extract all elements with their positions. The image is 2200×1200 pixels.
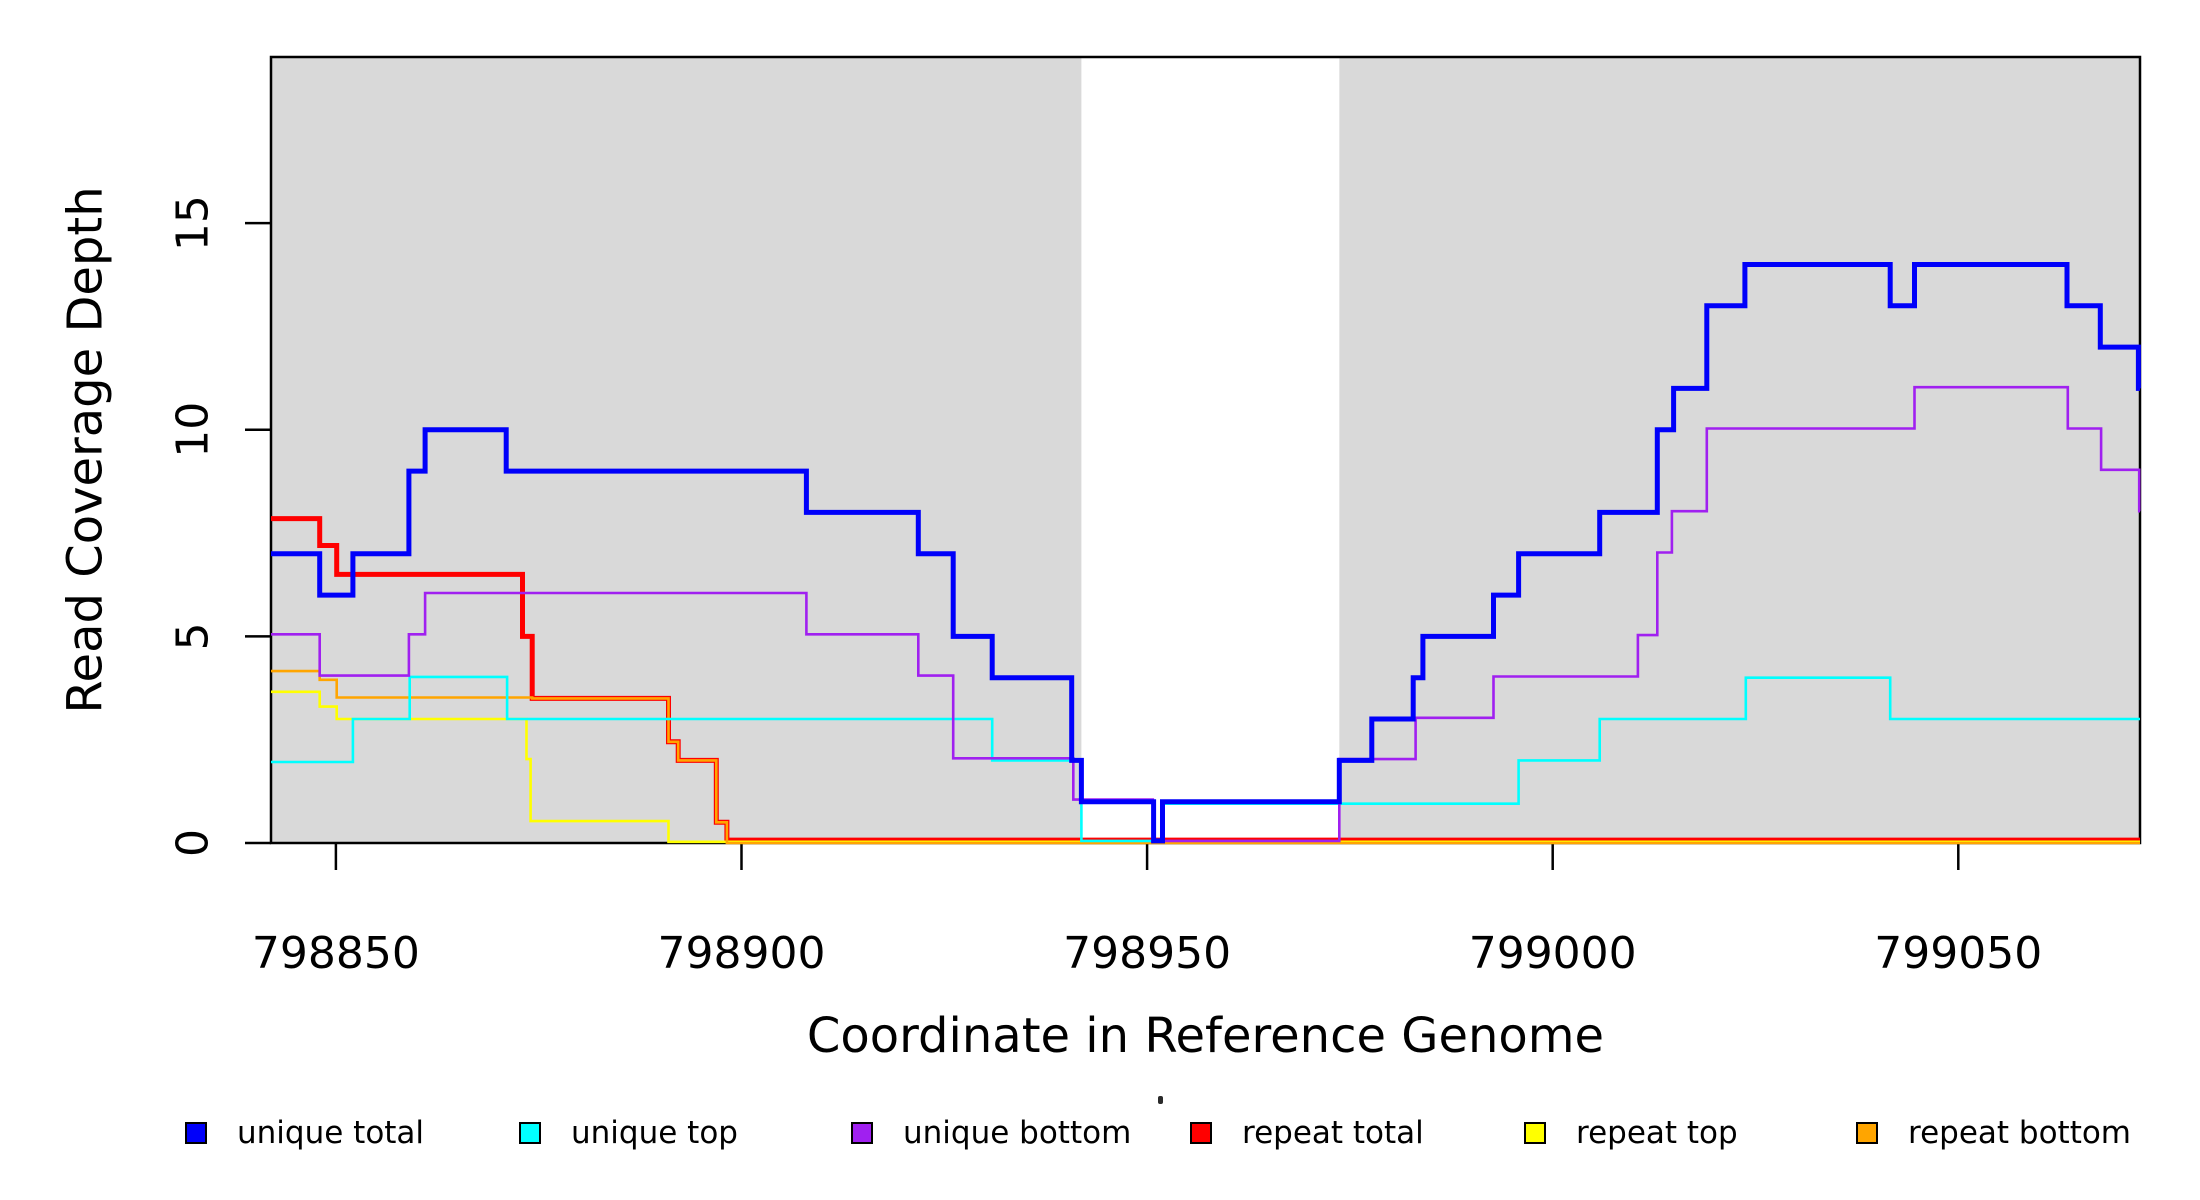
y-tick-label: 15 (168, 195, 219, 251)
legend-label: unique total (237, 1115, 425, 1151)
legend-item-unique-top: unique top (519, 1115, 738, 1151)
legend-swatch-icon (1524, 1122, 1546, 1144)
x-axis-title: Coordinate in Reference Genome (806, 1008, 1605, 1064)
x-tick-label: 799000 (1469, 928, 1637, 979)
x-tick-label: 798900 (658, 928, 826, 979)
legend-item-repeat-bottom: repeat bottom (1856, 1115, 2131, 1151)
legend-item-unique-total: unique total (185, 1115, 424, 1151)
series-repeat-top (271, 690, 2140, 844)
legend-label: repeat total (1242, 1115, 1424, 1151)
gap-band (1081, 57, 1340, 843)
y-tick-label: 5 (168, 622, 219, 650)
stray-mark (1158, 1096, 1163, 1104)
y-tick-label: 10 (168, 402, 219, 458)
legend-label: unique top (571, 1115, 738, 1151)
series-unique-bottom (271, 385, 2141, 843)
x-tick-label: 798850 (252, 928, 420, 979)
series-unique-top (271, 675, 2140, 843)
y-axis-title-text: Read Coverage Depth (58, 186, 115, 714)
legend-label: repeat bottom (1908, 1115, 2132, 1151)
legend-swatch-icon (185, 1122, 207, 1144)
legend-swatch-icon (851, 1122, 873, 1144)
legend-item-repeat-total: repeat total (1190, 1115, 1424, 1151)
legend-item-repeat-top: repeat top (1524, 1115, 1738, 1151)
series-unique-total (271, 262, 2141, 844)
y-axis-title: Read Coverage Depth (36, 57, 136, 843)
y-tick-label: 0 (168, 829, 219, 857)
legend-swatch-icon (519, 1122, 541, 1144)
x-tick-label: 799050 (1874, 928, 2042, 979)
legend-label: repeat top (1576, 1115, 1738, 1151)
x-tick-label: 798950 (1063, 928, 1231, 979)
legend-swatch-icon (1856, 1122, 1878, 1144)
legend-item-unique-bottom: unique bottom (851, 1115, 1131, 1151)
legend-swatch-icon (1190, 1122, 1212, 1144)
legend-label: unique bottom (903, 1115, 1132, 1151)
